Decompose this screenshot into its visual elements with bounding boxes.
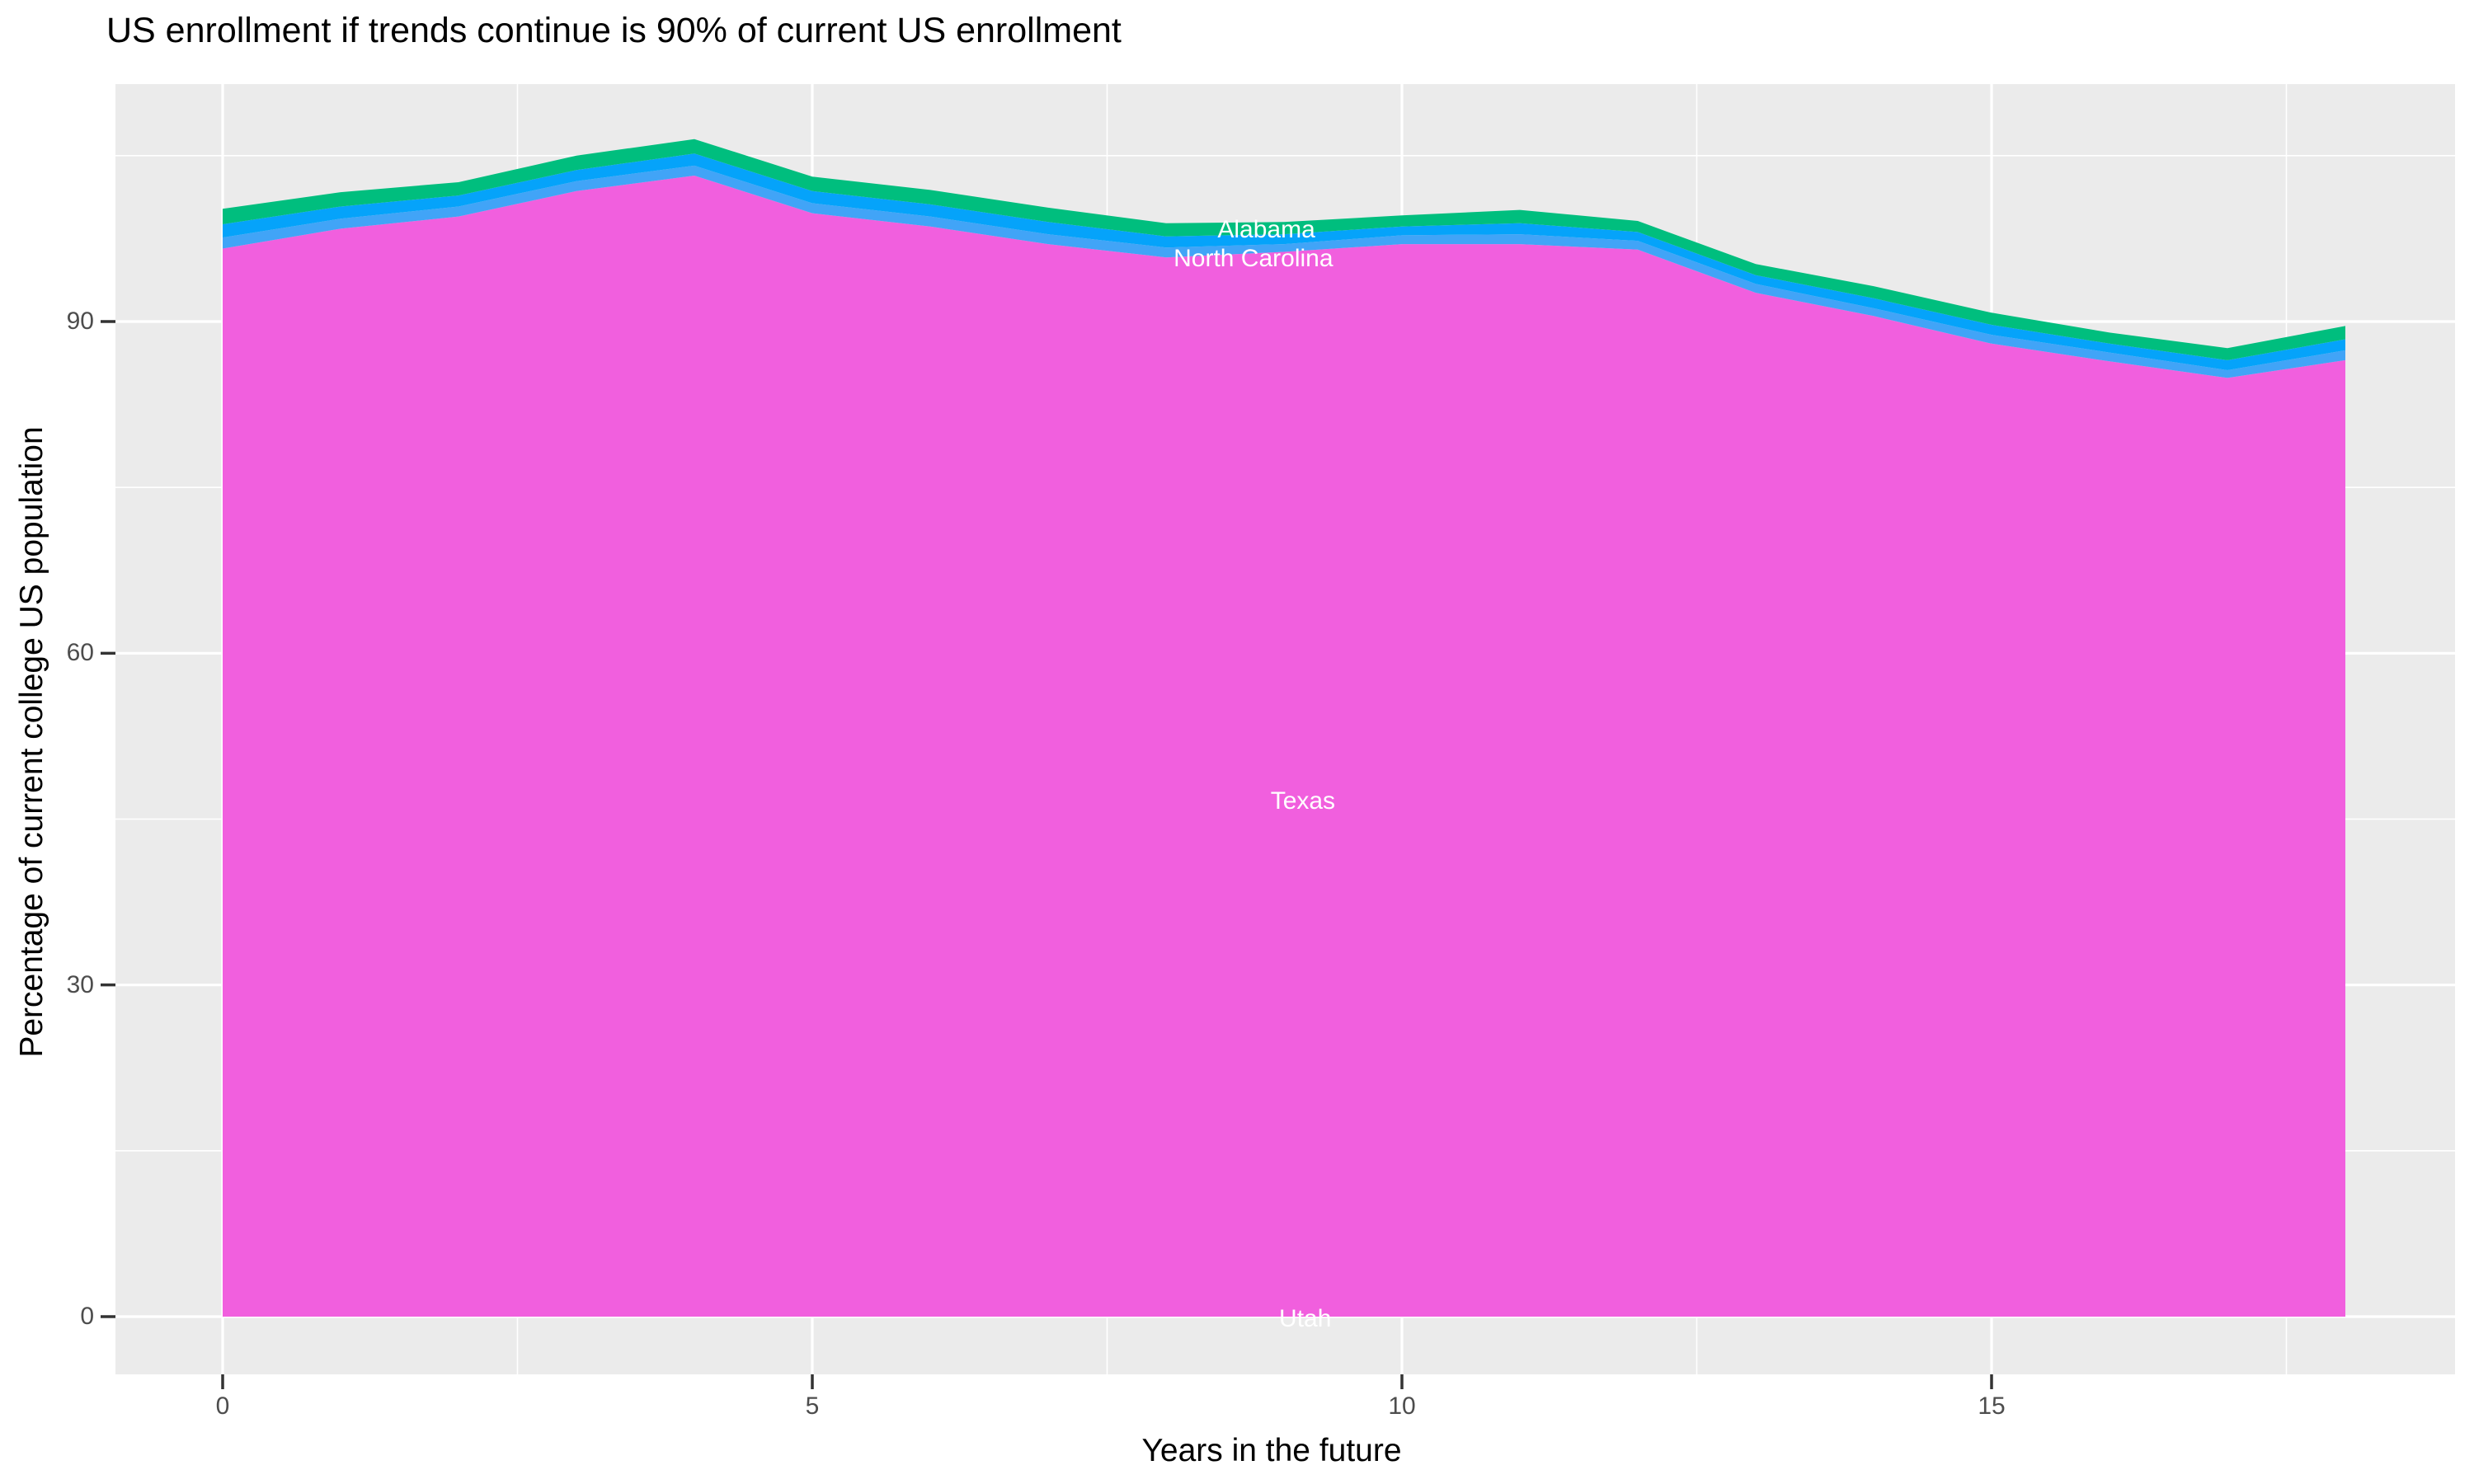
y-tick-label-30: 30 [66, 970, 94, 998]
area-series-utah [223, 1313, 2345, 1317]
y-tick-label-0: 0 [80, 1303, 94, 1330]
area-label-texas: Texas [1270, 787, 1336, 815]
x-axis-title: Years in the future [1141, 1433, 1402, 1468]
area-series-texas [223, 176, 2345, 1313]
area-series-unlabeled [223, 165, 2345, 378]
area-label-utah: Utah [1279, 1304, 1332, 1332]
area-series-alabama [223, 139, 2345, 360]
x-tick-label-5: 5 [805, 1392, 820, 1420]
x-tick-label-0: 0 [215, 1392, 230, 1420]
chart-title: US enrollment if trends continue is 90% … [106, 11, 1122, 50]
y-axis-title: Percentage of current college US populat… [14, 425, 49, 1058]
area-label-alabama: Alabama [1217, 215, 1315, 243]
x-tick-label-15: 15 [1978, 1392, 2006, 1420]
y-tick-label-60: 60 [66, 639, 94, 667]
x-tick-label-10: 10 [1388, 1392, 1416, 1420]
area-series-north-carolina [223, 153, 2345, 370]
y-tick-label-90: 90 [66, 308, 94, 335]
area-label-north-carolina: North Carolina [1174, 244, 1333, 272]
